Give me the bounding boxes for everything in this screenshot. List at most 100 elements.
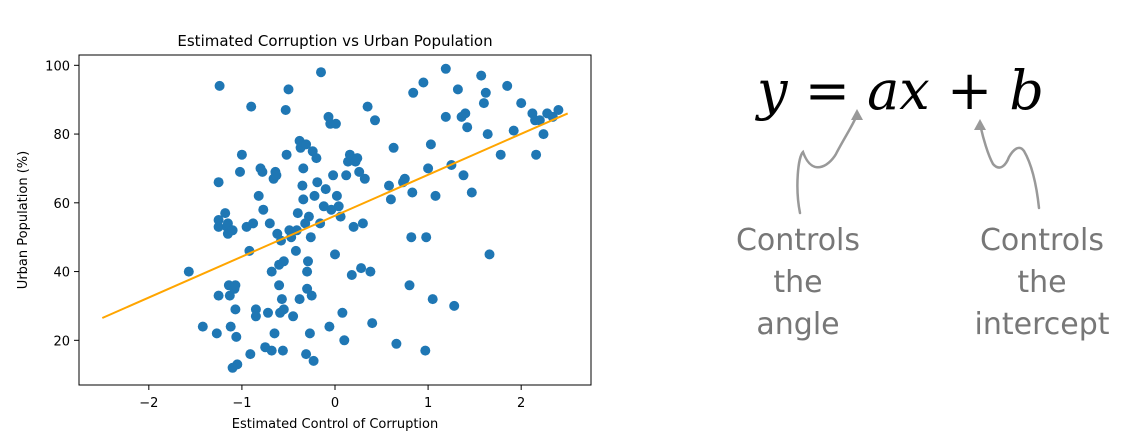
data-point [367, 318, 378, 329]
x-tick-label: 0 [331, 396, 339, 411]
data-point [399, 173, 410, 184]
x-tick-label: −1 [232, 396, 251, 411]
y-tick-label: 40 [53, 266, 70, 281]
annotation-arrows [796, 109, 1041, 215]
data-point [213, 215, 224, 225]
data-point [213, 177, 224, 188]
annotation-controls-angle: Controls the angle [718, 220, 878, 346]
data-point [388, 142, 399, 153]
data-point [531, 149, 542, 160]
equation-plus: + [946, 59, 993, 122]
data-point [404, 280, 415, 291]
data-point [418, 77, 429, 88]
scatter-chart: Estimated Corruption vs Urban Population… [16, 32, 592, 432]
y-axis-label: Urban Population (%) [16, 151, 31, 289]
data-point [278, 304, 289, 315]
data-point [553, 105, 564, 115]
data-point [306, 290, 317, 301]
data-point [312, 177, 323, 188]
data-point [301, 349, 312, 360]
data-point [230, 304, 241, 315]
annotation-line: intercept [974, 307, 1110, 342]
data-point [292, 208, 303, 219]
equation-y: y [757, 59, 788, 122]
data-point [384, 180, 394, 191]
data-point [359, 173, 370, 184]
data-point [311, 153, 322, 164]
data-point [420, 345, 431, 356]
data-point [391, 338, 402, 349]
data-point [253, 190, 264, 201]
data-point [227, 362, 238, 373]
data-point [370, 115, 380, 126]
data-point [294, 294, 305, 305]
data-point [263, 307, 273, 318]
data-point [214, 80, 225, 91]
data-point [348, 221, 359, 232]
y-tick-label: 80 [53, 128, 70, 143]
data-point [250, 304, 261, 315]
data-point [298, 194, 309, 205]
annotation-line: the [1017, 265, 1067, 300]
data-point [304, 328, 315, 339]
data-point [427, 294, 438, 305]
data-point [197, 321, 208, 332]
x-axis-label: Estimated Control of Corruption [232, 417, 438, 432]
annotation-line: Controls [979, 223, 1105, 258]
data-point [449, 300, 460, 311]
data-point [354, 166, 365, 177]
data-point [227, 225, 238, 236]
data-point [290, 245, 301, 256]
x-tick-label: 2 [517, 396, 525, 411]
data-point [318, 201, 329, 212]
data-point [425, 139, 436, 150]
data-point [301, 139, 312, 150]
data-point [406, 232, 417, 243]
data-point [245, 349, 256, 360]
data-point [534, 115, 545, 126]
data-point [333, 201, 344, 212]
data-point [328, 170, 339, 181]
data-point [276, 294, 287, 305]
data-point [346, 270, 357, 280]
x-tick-label: −2 [139, 396, 158, 411]
data-point [288, 311, 299, 322]
data-point [230, 280, 241, 291]
intercept-arrow [978, 122, 1041, 210]
data-point [309, 190, 320, 201]
data-point [231, 331, 242, 342]
data-point [298, 163, 309, 174]
data-point [341, 170, 352, 181]
data-point [303, 256, 313, 267]
data-point [213, 290, 224, 301]
data-point [302, 266, 313, 277]
angle-arrowhead [851, 109, 863, 120]
data-point [281, 149, 292, 160]
fit-line-path [101, 112, 569, 319]
data-points [183, 63, 564, 373]
data-point [476, 70, 487, 81]
angle-arrow [796, 112, 859, 215]
data-point [495, 149, 506, 160]
data-point [408, 87, 419, 98]
data-point [508, 125, 519, 136]
data-point [283, 84, 294, 95]
linear-equation: y = ax + b [757, 56, 1044, 126]
data-point [266, 266, 277, 277]
data-point [258, 204, 269, 215]
data-point [266, 345, 277, 356]
fit-line [101, 112, 569, 319]
x-tick-label: 1 [424, 396, 432, 411]
data-point [235, 166, 245, 177]
data-point [305, 232, 316, 243]
data-point [278, 256, 289, 267]
data-point [330, 118, 341, 129]
y-tick-label: 20 [53, 334, 70, 349]
data-point [303, 211, 314, 222]
annotation-line: the [773, 265, 823, 300]
intercept-arrowhead [974, 119, 986, 130]
data-point [277, 345, 288, 356]
annotation-line: Controls [735, 223, 861, 258]
data-point [213, 221, 224, 232]
equation-ax: ax [867, 59, 930, 122]
